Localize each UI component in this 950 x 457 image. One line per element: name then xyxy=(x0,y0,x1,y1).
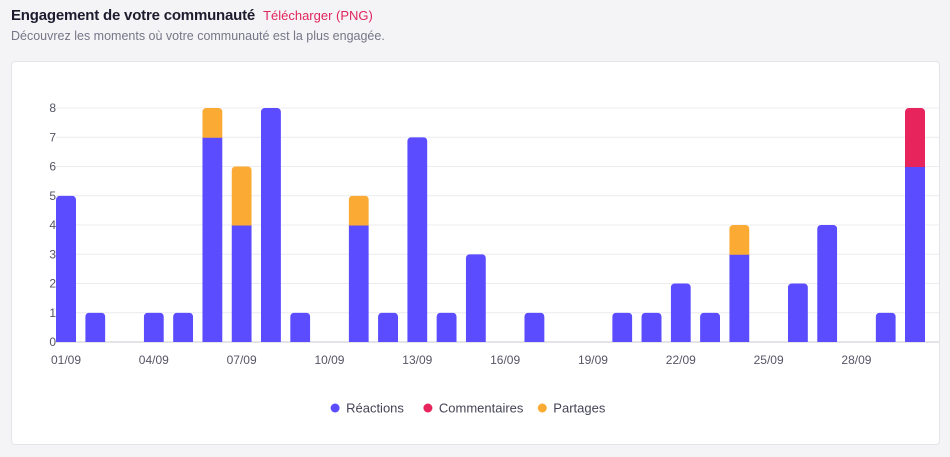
bar-réactions-17/09 xyxy=(524,312,545,342)
y-tick-label: 6 xyxy=(49,160,56,174)
bar-réactions-22/09 xyxy=(670,283,691,342)
bar-partages-24/09 xyxy=(729,225,750,255)
bar-réactions-20/09 xyxy=(612,312,633,342)
bar-réactions-24/09 xyxy=(729,254,750,342)
x-tick-label: 25/09 xyxy=(754,353,784,367)
y-tick-label: 0 xyxy=(49,335,56,349)
x-tick-label: 16/09 xyxy=(490,353,520,367)
bar-commentaires-30/09 xyxy=(905,108,925,167)
bar-réactions-07/09 xyxy=(231,225,252,342)
bar-réactions-14/09 xyxy=(436,312,457,342)
y-tick-label: 4 xyxy=(49,218,56,232)
legend-label-réactions: Réactions xyxy=(346,401,404,416)
chart-header: Engagement de votre communauté Télécharg… xyxy=(11,7,385,43)
bar-réactions-08/09 xyxy=(260,108,281,342)
x-tick-label: 04/09 xyxy=(139,353,169,367)
title-row: Engagement de votre communauté Télécharg… xyxy=(11,7,385,24)
bar-réactions-04/09 xyxy=(143,312,164,342)
bar-réactions-02/09 xyxy=(85,312,106,342)
bar-réactions-05/09 xyxy=(173,312,194,342)
bar-réactions-23/09 xyxy=(700,312,721,342)
engagement-bar-chart: 0 1 2 3 4 5 6 7 8 01/09 04/09 07/09 10/09 13/09 16/09 1… xyxy=(49,101,939,416)
bar-réactions-27/09 xyxy=(817,225,838,342)
legend-label-partages: Partages xyxy=(553,401,606,416)
legend-marker-réactions xyxy=(330,403,340,413)
chart-subtitle: Découvrez les moments où votre communaut… xyxy=(11,29,385,43)
legend-marker-partages xyxy=(537,403,547,413)
x-tick-label: 19/09 xyxy=(578,353,608,367)
x-tick-label: 28/09 xyxy=(841,353,871,367)
legend-label-commentaires: Commentaires xyxy=(439,401,524,416)
bar-réactions-30/09 xyxy=(905,166,925,342)
y-tick-label: 8 xyxy=(49,101,56,115)
x-tick-label: 01/09 xyxy=(51,353,81,367)
legend-marker-commentaires xyxy=(423,403,433,413)
x-tick-label: 10/09 xyxy=(314,353,344,367)
bar-réactions-29/09 xyxy=(875,312,896,342)
bar-réactions-21/09 xyxy=(641,312,662,342)
y-tick-label: 1 xyxy=(49,306,56,320)
chart-title: Engagement de votre communauté xyxy=(11,7,256,24)
bar-réactions-06/09 xyxy=(202,137,223,342)
bar-réactions-11/09 xyxy=(348,225,369,342)
x-tick-label: 07/09 xyxy=(227,353,257,367)
x-tick-label: 22/09 xyxy=(666,353,696,367)
y-tick-label: 7 xyxy=(49,130,56,144)
bar-partages-07/09 xyxy=(231,166,252,226)
bar-réactions-01/09 xyxy=(56,195,76,342)
bar-réactions-26/09 xyxy=(787,283,808,342)
bar-partages-11/09 xyxy=(348,195,369,226)
bar-réactions-13/09 xyxy=(407,137,428,342)
y-tick-label: 5 xyxy=(49,189,56,203)
chart-card: 0 1 2 3 4 5 6 7 8 01/09 04/09 07/09 10/09 13/09 16/09 1… xyxy=(11,61,940,445)
y-tick-label: 3 xyxy=(49,247,56,261)
bar-partages-06/09 xyxy=(202,108,223,138)
bar-réactions-12/09 xyxy=(378,312,399,342)
y-tick-label: 2 xyxy=(49,277,56,291)
x-tick-label: 13/09 xyxy=(402,353,432,367)
bar-réactions-09/09 xyxy=(290,312,311,342)
download-png-link[interactable]: Télécharger (PNG) xyxy=(263,8,373,23)
bar-réactions-15/09 xyxy=(465,254,486,342)
